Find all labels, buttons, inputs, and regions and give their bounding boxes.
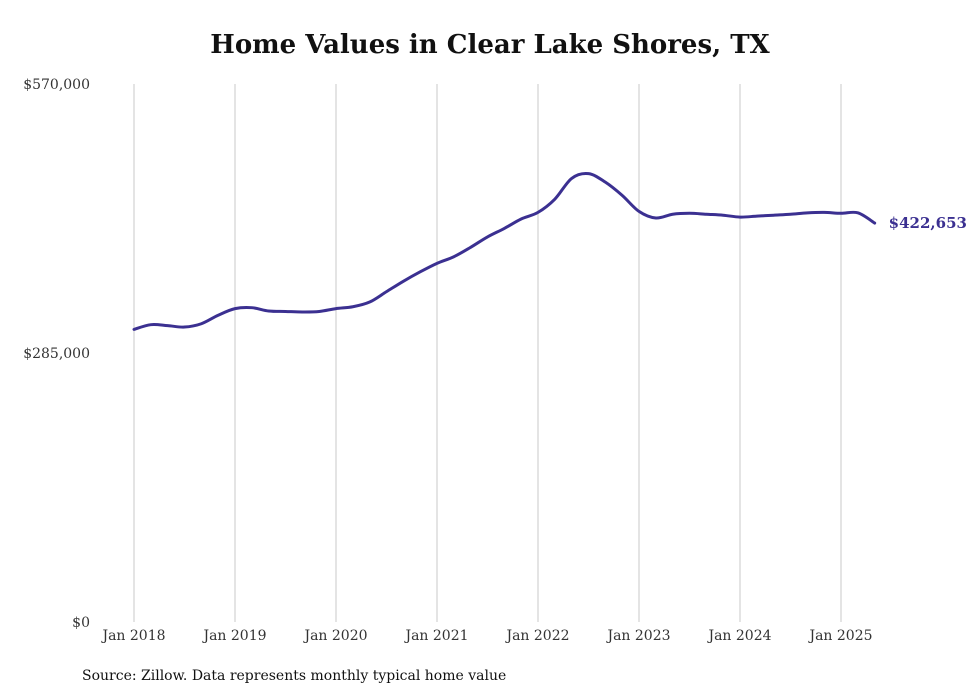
y-tick-label: $570,000	[23, 77, 90, 93]
series-line	[132, 172, 877, 331]
x-tick-label: Jan 2022	[504, 628, 569, 644]
x-tick-label: Jan 2020	[302, 628, 367, 644]
y-tick-label: $0	[72, 615, 90, 631]
end-value-label: $422,653	[889, 214, 967, 232]
x-tick-label: Jan 2021	[403, 628, 468, 644]
source-note: Source: Zillow. Data represents monthly …	[82, 668, 507, 684]
x-tick-label: Jan 2023	[605, 628, 670, 644]
x-tick-label: Jan 2018	[100, 628, 165, 644]
y-tick-label: $285,000	[23, 346, 90, 362]
chart-title: Home Values in Clear Lake Shores, TX	[210, 30, 770, 60]
x-tick-label: Jan 2024	[706, 628, 771, 644]
x-tick-label: Jan 2019	[201, 628, 266, 644]
x-tick-label: Jan 2025	[807, 628, 872, 644]
